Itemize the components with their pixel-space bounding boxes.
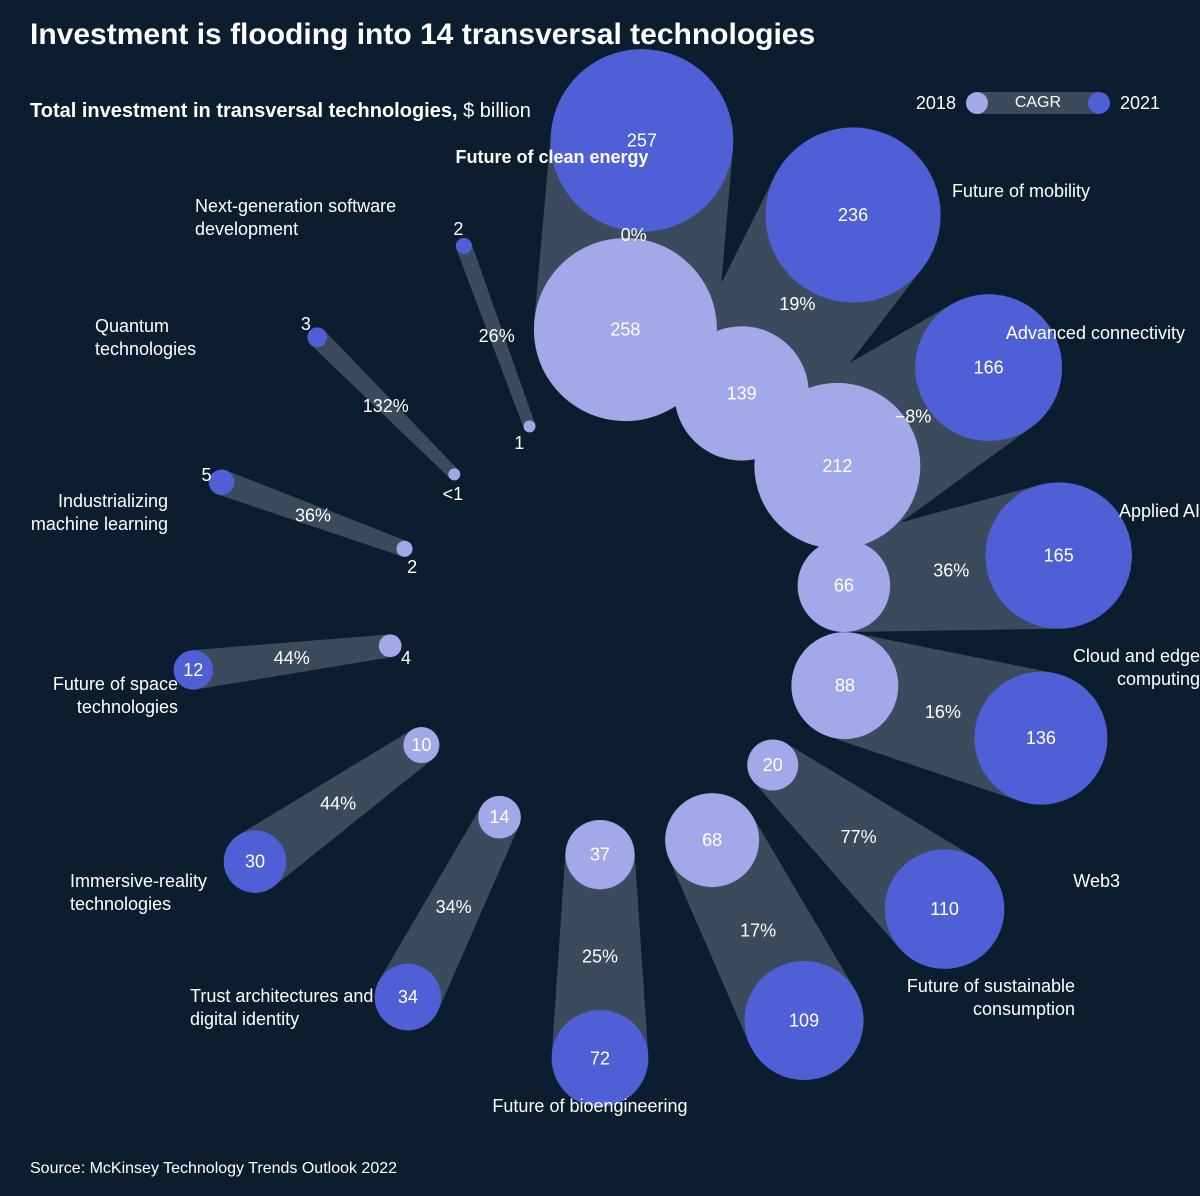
- value-label: 4: [386, 648, 426, 669]
- cagr-label: 44%: [274, 648, 310, 668]
- value-label: 30: [245, 852, 265, 872]
- value-label: 37: [590, 845, 610, 865]
- tech-label: Immersive-reality technologies: [70, 870, 270, 915]
- value-label: 34: [398, 987, 418, 1007]
- cagr-label: 132%: [363, 396, 409, 416]
- value-label: 139: [727, 383, 757, 403]
- value-label: 258: [610, 320, 640, 340]
- value-label: <1: [433, 484, 473, 505]
- value-label: 12: [183, 660, 203, 680]
- tech-label: Future of mobility: [830, 180, 1090, 203]
- value-label: 166: [974, 358, 1004, 378]
- tech-label: Industrializing machine learning: [18, 490, 168, 535]
- value-label: 10: [411, 735, 431, 755]
- value-label: 2: [438, 219, 478, 240]
- value-label: 109: [789, 1011, 819, 1031]
- cagr-label: 34%: [436, 897, 472, 917]
- value-label: 110: [930, 899, 959, 919]
- cagr-label: 16%: [925, 702, 961, 722]
- value-label: 20: [763, 755, 783, 775]
- value-label: 72: [590, 1048, 610, 1068]
- tech-label: Trust architectures and digital identity: [190, 985, 390, 1030]
- tech-label: Future of space technologies: [18, 673, 178, 718]
- tech-label: Future of sustainable consumption: [835, 975, 1075, 1020]
- tech-label: Future of clean energy: [422, 146, 682, 169]
- tech-label: Cloud and edge computing: [1050, 645, 1200, 690]
- value-label: 236: [838, 205, 868, 225]
- bubble-2018: [524, 420, 536, 432]
- value-label: 5: [187, 465, 227, 486]
- cagr-label: 0%: [621, 225, 647, 245]
- tech-label: Web3: [1000, 870, 1120, 893]
- tech-label: Next-generation software development: [195, 195, 415, 240]
- source-text: Source: McKinsey Technology Trends Outlo…: [30, 1160, 397, 1178]
- cagr-label: 19%: [779, 294, 815, 314]
- legend-2021-dot: [1088, 92, 1110, 114]
- cagr-label: 77%: [841, 827, 877, 847]
- cagr-label: 17%: [740, 920, 776, 940]
- tech-label: Applied AI: [1050, 500, 1200, 523]
- bubble-2018: [448, 468, 460, 480]
- bubble-2021: [456, 238, 472, 254]
- value-label: 3: [286, 314, 326, 335]
- value-label: 2: [392, 557, 432, 578]
- cagr-label: 26%: [479, 326, 515, 346]
- tech-label: Advanced connectivity: [1005, 322, 1185, 345]
- tech-label: Future of bioengineering: [440, 1095, 740, 1118]
- value-label: 66: [834, 576, 854, 596]
- tech-label: Quantum technologies: [95, 315, 235, 360]
- value-label: 88: [835, 676, 855, 696]
- cagr-label: 36%: [295, 506, 331, 526]
- value-label: 14: [490, 807, 510, 827]
- legend-2018-dot: [966, 92, 988, 114]
- value-label: 1: [499, 433, 539, 454]
- value-label: 212: [822, 456, 852, 476]
- value-label: 165: [1044, 546, 1074, 566]
- cagr-label: 44%: [320, 793, 356, 813]
- cagr-label: 36%: [933, 561, 969, 581]
- cagr-label: 25%: [582, 947, 618, 967]
- value-label: 68: [702, 830, 722, 850]
- value-label: 136: [1026, 728, 1056, 748]
- bubble-2018: [396, 541, 412, 557]
- cagr-label: −8%: [895, 407, 932, 427]
